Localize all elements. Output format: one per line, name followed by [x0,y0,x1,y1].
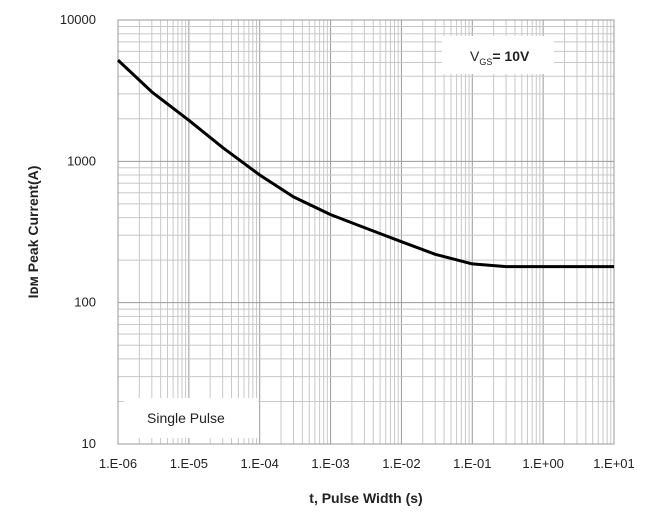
y-tick-label: 10000 [60,12,96,27]
x-tick-label: 1.E-06 [99,456,137,471]
x-tick-label: 1.E-01 [453,456,491,471]
plot-area-frame [117,19,615,445]
tick-labels: 1.E-06 1.E-05 1.E-04 1.E-03 1.E-02 1.E-01 1.E+… [60,12,635,471]
vgs-annotation-box [442,36,554,74]
x-tick-label: 1.E-04 [241,456,279,471]
x-axis-title: t, Pulse Width (s) [309,490,422,506]
vgs-symbol: V [470,48,480,64]
vgs-subscript: GS [479,57,492,67]
x-tick-label: 1.E-05 [170,456,208,471]
vgs-value: = 10V [492,48,530,64]
pulse-annotation: Single Pulse [124,398,258,438]
y-tick-label: 100 [74,295,96,310]
series-lines [116,59,614,269]
x-tick-label: 1.E-02 [382,456,420,471]
y-axis-title: Iᴅᴍ Peak Current(A) [25,166,41,299]
pulse-annotation-box [124,398,258,438]
vgs-annotation: VGS= 10V [442,36,554,74]
y-tick-label: 10 [82,436,96,451]
x-tick-label: 1.E-03 [311,456,349,471]
series-line [116,59,614,269]
x-tick-label: 1.E+01 [593,456,635,471]
x-tick-label: 1.E+00 [522,456,564,471]
vgs-annotation-text: VGS= 10V [470,48,530,67]
y-tick-label: 1000 [67,153,96,168]
pulse-annotation-text: Single Pulse [147,410,225,426]
